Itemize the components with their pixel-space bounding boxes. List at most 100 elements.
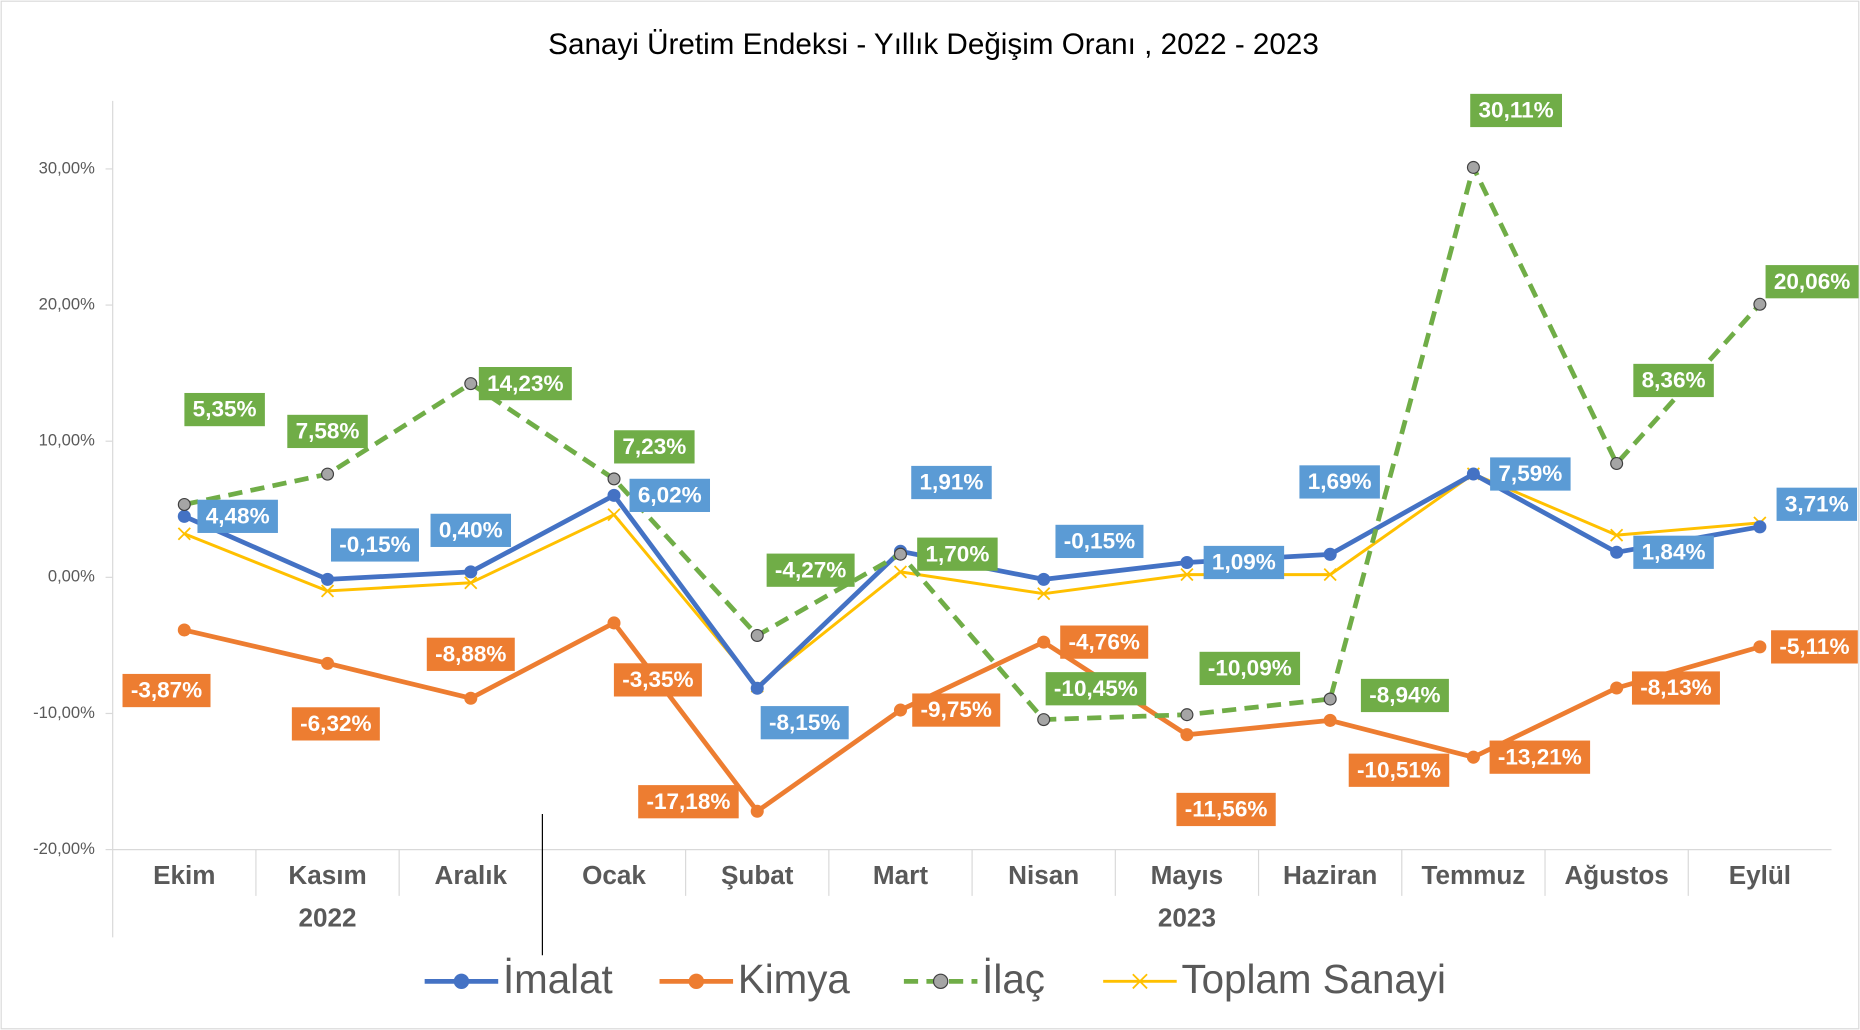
- marker: [177, 623, 191, 637]
- marker: [1037, 587, 1051, 601]
- marker: [607, 472, 621, 486]
- data-label: 5,35%: [184, 392, 265, 427]
- data-label-box: [1633, 535, 1714, 569]
- data-label-box: [1489, 740, 1591, 774]
- data-label-box: [1631, 671, 1720, 705]
- data-label-text: -10,45%: [1054, 676, 1138, 701]
- data-label-box: [1045, 672, 1147, 706]
- data-label-box: [287, 414, 368, 449]
- marker: [1753, 297, 1767, 311]
- data-label: 1,91%: [911, 465, 992, 500]
- marker: [1323, 713, 1337, 727]
- data-label: -10,51%: [1348, 753, 1450, 787]
- x-tick-label: Haziran: [1283, 860, 1377, 890]
- marker: [893, 547, 907, 561]
- marker: [1753, 640, 1767, 654]
- data-label-box: [912, 693, 1001, 727]
- data-label: -10,45%: [1045, 672, 1147, 706]
- data-label: -3,87%: [122, 673, 211, 708]
- data-label: -3,35%: [613, 663, 702, 697]
- data-label: 7,58%: [287, 414, 368, 449]
- marker: [464, 576, 478, 590]
- marker: [464, 377, 478, 391]
- marker: [321, 467, 335, 481]
- marker: [1610, 528, 1624, 542]
- data-label-text: -11,56%: [1185, 797, 1268, 822]
- data-label-text: 14,23%: [487, 371, 563, 396]
- data-label-box: [122, 673, 211, 708]
- data-label: 20,06%: [1765, 265, 1859, 299]
- data-label-text: -8,13%: [1640, 675, 1711, 700]
- data-label-text: 3,71%: [1785, 491, 1849, 516]
- legend-label: İmalat: [503, 956, 613, 1002]
- marker: [1180, 728, 1194, 742]
- marker: [607, 488, 621, 502]
- marker: [1180, 708, 1194, 722]
- marker: [177, 497, 191, 512]
- marker: [1466, 750, 1480, 764]
- x-tick-label: Ekim: [153, 860, 215, 890]
- marker: [1037, 713, 1051, 727]
- legend-marker: [688, 973, 705, 990]
- data-label-text: -13,21%: [1498, 744, 1582, 769]
- x-tick-label: Kasım: [288, 860, 366, 890]
- data-label-box: [911, 465, 992, 500]
- data-label-box: [330, 528, 419, 562]
- legend-label: Toplam Sanayi: [1181, 956, 1445, 1002]
- data-label: 14,23%: [478, 367, 572, 401]
- data-label-box: [760, 706, 849, 740]
- x-tick-label: Ocak: [582, 860, 646, 890]
- data-label-box: [478, 367, 572, 401]
- marker: [750, 628, 764, 642]
- data-label-text: 4,48%: [206, 503, 270, 528]
- legend-marker: [1132, 973, 1148, 990]
- data-label: -0,15%: [1055, 524, 1144, 559]
- marker: [320, 584, 335, 598]
- data-label-text: 1,69%: [1308, 469, 1372, 494]
- data-label: 6,02%: [629, 478, 711, 512]
- data-label: -4,27%: [766, 553, 855, 587]
- data-label-text: 7,59%: [1498, 461, 1562, 486]
- data-label-box: [1776, 487, 1858, 521]
- marker: [1323, 568, 1337, 582]
- data-label-text: -10,51%: [1357, 757, 1441, 782]
- data-label: -8,13%: [1631, 671, 1720, 705]
- x-tick-label: Mart: [873, 860, 928, 890]
- data-label-text: 6,02%: [638, 483, 702, 508]
- legend-marker: [453, 973, 470, 990]
- data-label-text: -0,15%: [1064, 529, 1135, 554]
- data-label-box: [1199, 651, 1301, 686]
- data-label: 7,59%: [1490, 457, 1571, 491]
- data-label-text: 20,06%: [1774, 269, 1850, 294]
- marker: [1323, 692, 1337, 706]
- y-tick-label: -10,00%: [33, 703, 95, 722]
- data-label-text: -3,35%: [622, 667, 693, 692]
- x-tick-label: Temmuz: [1421, 860, 1525, 890]
- data-label: -13,21%: [1489, 740, 1591, 774]
- data-label: 0,40%: [430, 513, 512, 547]
- data-label-box: [1490, 457, 1571, 491]
- data-label: 4,48%: [197, 499, 278, 533]
- marker: [1466, 160, 1480, 174]
- marker: [177, 509, 191, 523]
- series-line: [183, 165, 1762, 722]
- data-label-box: [917, 537, 998, 571]
- x-tick-label: Aralık: [435, 860, 508, 890]
- data-label-box: [1348, 753, 1450, 787]
- legend-marker: [932, 973, 949, 990]
- y-tick-label: -20,00%: [33, 839, 95, 858]
- marker: [1610, 681, 1624, 695]
- data-label-box: [291, 707, 380, 741]
- marker: [750, 681, 764, 695]
- group-label: 2023: [1158, 903, 1216, 933]
- data-label-box: [1765, 265, 1859, 299]
- data-label: -11,56%: [1176, 792, 1276, 827]
- data-label: 1,70%: [917, 537, 998, 571]
- marker: [464, 691, 478, 705]
- data-label-box: [614, 430, 695, 464]
- data-label: 1,84%: [1633, 535, 1714, 569]
- marker: [321, 572, 335, 586]
- x-tick-label: Eylül: [1729, 860, 1791, 890]
- data-label-box: [1360, 678, 1449, 713]
- data-label-text: -10,09%: [1208, 656, 1292, 681]
